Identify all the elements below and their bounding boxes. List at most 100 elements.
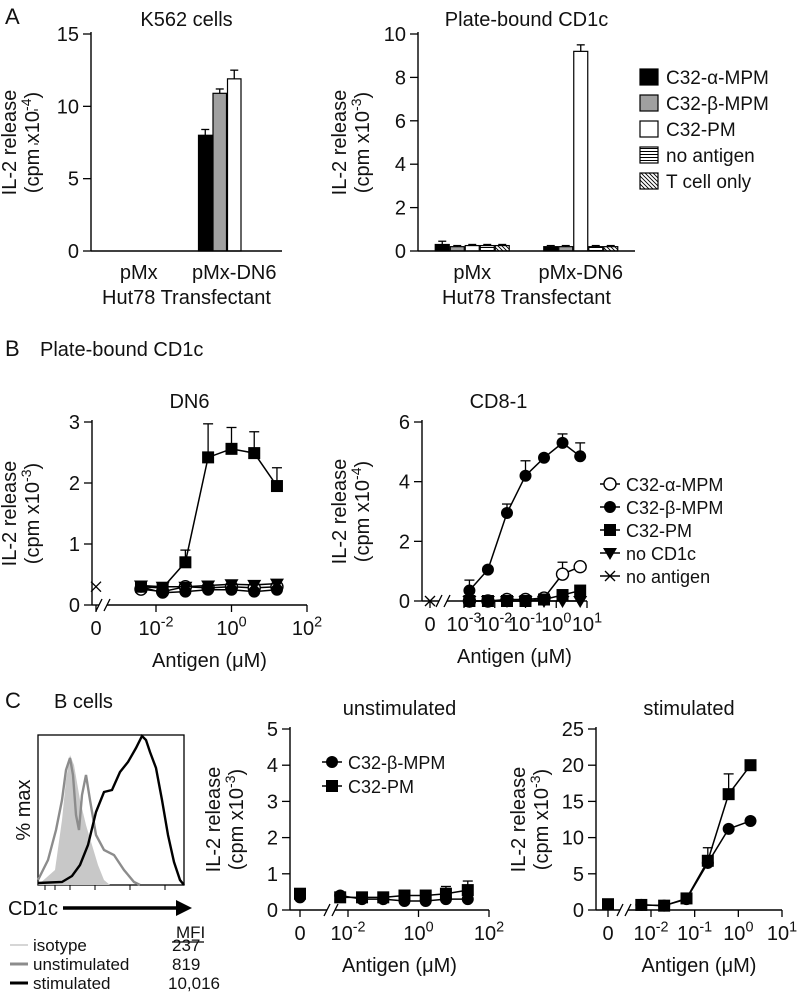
bar [573,50,589,252]
x-tick-label: 10-2 [138,615,173,640]
bar-c32-pm-pmx-dn6 [226,69,242,252]
legend-label: C32-α-MPM [626,475,723,495]
marker [424,595,436,607]
marker [680,892,693,905]
point [178,581,193,594]
marker [201,580,216,593]
legend-label: no antigen [626,567,710,587]
bar-c32-mpm-pmx-dn6 [543,244,559,252]
bar-no-antigen-pmx-dn6 [588,244,604,252]
legend-swatch [639,68,659,86]
y-tick-label: 0 [573,900,584,922]
y-tick-label: 0 [395,241,406,263]
y-tick-label: 4 [399,472,410,494]
series-c32-pm [602,759,757,912]
y-tick-label: 20 [562,755,584,777]
y-tick-label: 10 [384,24,406,46]
point [500,506,513,519]
marker [270,480,283,493]
legend-label: C32-α-MPM [666,68,769,89]
chart-title: K562 cells [140,9,232,31]
point [744,814,757,827]
marker [537,596,552,608]
marker [556,436,569,449]
bar-no-antigen-pmx [479,243,495,252]
y-tick-label: 2 [395,198,406,220]
point [538,451,551,464]
y-tick-label: 8 [395,67,406,89]
legend-b: C32-α-MPM C32-β-MPM C32-PM no CD1c no antige… [600,475,723,587]
marker [555,596,570,608]
point [201,580,216,593]
x-tick-label: 0 [294,923,305,945]
point [419,889,432,902]
x-axis-label: Antigen (μM) [342,955,457,977]
chart-dn6: DN6 0 1 2 3 0 10-2 100 102 Antigen (μM) IL-2 relea… [0,391,322,672]
y-tick-label: 15 [562,791,584,813]
y-tick-label: 10 [562,828,584,850]
point [461,884,474,897]
bar-c32-mpm-pmx [449,244,465,252]
legend-label: no antigen [666,146,755,167]
y-tick-label: 0 [267,900,278,922]
marker [481,563,494,576]
axis-break [331,903,339,917]
point [574,450,587,463]
series-c32-pm [134,423,283,594]
ylabel-line2: (cpm x10-3) [527,769,553,870]
legend-label: T cell only [666,172,752,193]
point [462,596,477,608]
x-tick-label: 101 [572,611,602,636]
x-tick-label: 102 [292,615,322,640]
x-axis-label: CD1c [8,898,58,920]
legend-swatch [639,94,659,112]
ylabel-line1: IL-2 release [508,767,530,873]
marker [439,887,452,900]
point [248,447,261,460]
axis-break [624,903,632,917]
point [133,580,148,593]
bar [434,243,450,252]
point [294,887,306,900]
point [334,891,347,904]
point [602,898,614,911]
marker [635,898,648,911]
section-heading: Plate-bound CD1c [40,339,203,361]
point [202,451,215,464]
legend-marker [326,780,338,792]
legend-item-no-antigen: no antigen [600,567,710,587]
marker [744,814,757,827]
ylabel-line2: (cpm x10-3) [348,92,374,193]
marker [225,442,238,455]
marker [573,596,588,608]
legend-swatch [639,146,659,164]
series-line [140,448,278,589]
marker [269,578,284,591]
x-tick-label: 10-2 [330,920,365,945]
series-no-cd1c [133,578,284,594]
ylabel-line2: (cpm x10-4) [348,461,374,562]
y-axis-label: IL-2 release (cpm x10-4) [329,459,374,565]
chart-stimulated: stimulated 0 5 10 15 20 25 0 10-2 10-1 100 101 Antig… [508,698,797,977]
x-axis-label: Antigen (μM) [642,955,757,977]
marker [294,887,306,900]
category-label: pMx [453,262,491,284]
legend-item-c32-pm: C32-PM [639,120,736,141]
marker [178,581,193,594]
marker [463,584,476,597]
category-label: pMx-DN6 [539,262,623,284]
y-tick-label: 6 [395,111,406,133]
series-c32-pm [294,880,474,904]
marker [574,584,587,597]
panel-letter-a: A [5,4,20,29]
marker [604,501,616,513]
marker [574,450,587,463]
x-axis-label: Antigen (μM) [457,646,572,668]
point [179,556,192,569]
y-tick-label: 2 [399,531,410,553]
point [247,579,262,592]
point [225,442,238,455]
y-tick-label: 0 [69,595,80,617]
ylabel-line2: (cpm x10-4) [18,92,44,193]
